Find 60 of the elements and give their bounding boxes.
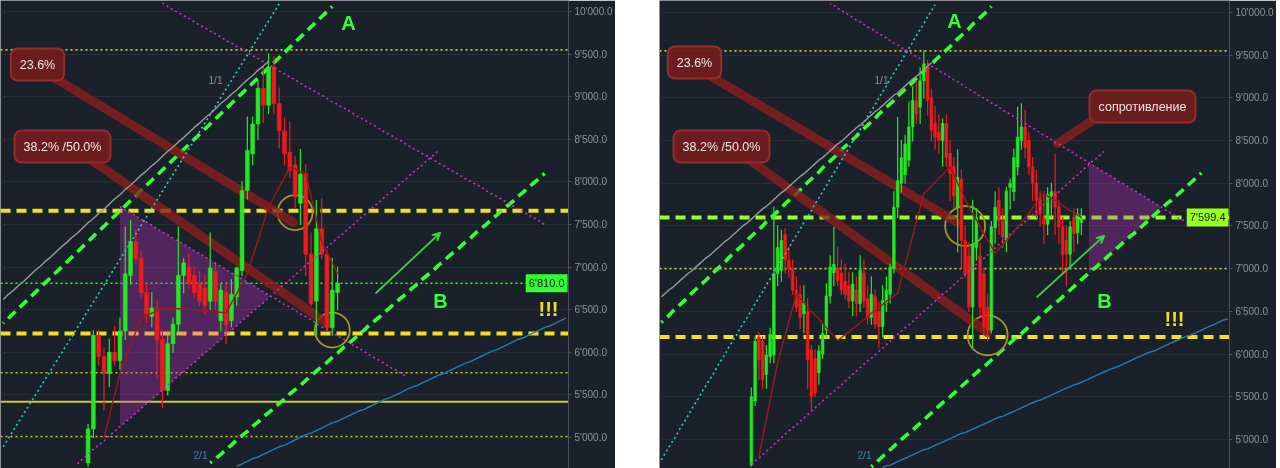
- candlestick: [940, 118, 945, 167]
- candlestick: [802, 285, 806, 334]
- y-tick-label: 9'500.0: [574, 48, 608, 60]
- annotation: B: [433, 289, 448, 312]
- line-series: [2, 3, 280, 448]
- y-tick-label: 8'000.0: [1235, 177, 1269, 189]
- candlestick: [1072, 208, 1076, 253]
- candlestick: [261, 66, 266, 123]
- annotation: 2/1: [193, 450, 208, 461]
- annotation: 1/1: [208, 75, 223, 86]
- y-tick-label: 8'500.0: [574, 133, 608, 145]
- annotation: !!!: [1164, 307, 1185, 330]
- y-tick-label: 10'000.0: [574, 6, 613, 18]
- candlestick: [854, 276, 859, 317]
- y-tick-label: 9'500.0: [1235, 49, 1269, 61]
- ref-line-label: 7'599.4: [1189, 211, 1226, 224]
- annotation: B: [1097, 289, 1112, 312]
- y-tick-label: 5'000.0: [1235, 433, 1269, 445]
- y-tick-label: 8'500.0: [1235, 135, 1269, 147]
- y-tick-label: 7'000.0: [1235, 263, 1269, 275]
- annotation: 38.2% /50.0%: [682, 139, 761, 154]
- line-series: [660, 3, 936, 461]
- candlestick: [1042, 191, 1046, 244]
- y-tick-label: 6'000.0: [574, 346, 608, 358]
- annotation: A: [341, 11, 356, 34]
- y-tick-label: 5'500.0: [574, 389, 608, 401]
- candlestick: [850, 272, 855, 317]
- annotation: A: [947, 9, 962, 32]
- y-tick-label: 9'000.0: [574, 91, 608, 103]
- annotation: 23.6%: [19, 57, 56, 72]
- line-series: [659, 4, 994, 325]
- y-tick-label: 9'000.0: [1235, 92, 1269, 104]
- candlestick: [1075, 208, 1080, 244]
- annotation: !!!: [538, 297, 559, 320]
- candlestick: [112, 326, 117, 366]
- y-tick-label: 5'500.0: [1235, 391, 1269, 403]
- annotation: 38.2% /50.0%: [23, 139, 102, 154]
- y-tick-label: 6'500.0: [1235, 305, 1269, 317]
- candlestick: [869, 276, 874, 325]
- line-series: [119, 205, 408, 378]
- candlestick: [1079, 208, 1084, 236]
- y-tick-label: 7'000.0: [574, 261, 608, 273]
- candlestick: [914, 80, 919, 125]
- annotation: 23.6%: [676, 55, 713, 70]
- ref-line-label: 6'810.0: [528, 277, 565, 290]
- annotation: 1/1: [874, 75, 889, 86]
- candlestick: [149, 292, 154, 328]
- y-tick-label: 7'500.0: [574, 218, 608, 230]
- y-tick-label: 10'000.0: [1235, 6, 1274, 18]
- annotation: сопротивление: [1098, 99, 1187, 114]
- y-tick-label: 5'000.0: [574, 431, 608, 443]
- annotation: 2/1: [857, 450, 872, 461]
- y-tick-label: 8'000.0: [574, 176, 608, 188]
- candlestick: [107, 338, 112, 387]
- y-tick-label: 6'000.0: [1235, 348, 1269, 360]
- y-tick-label: 7'500.0: [1235, 220, 1269, 232]
- line-series: [2, 60, 270, 301]
- y-tick-label: 6'500.0: [574, 304, 608, 316]
- line-series: [236, 317, 567, 468]
- candlestick: [1064, 225, 1069, 287]
